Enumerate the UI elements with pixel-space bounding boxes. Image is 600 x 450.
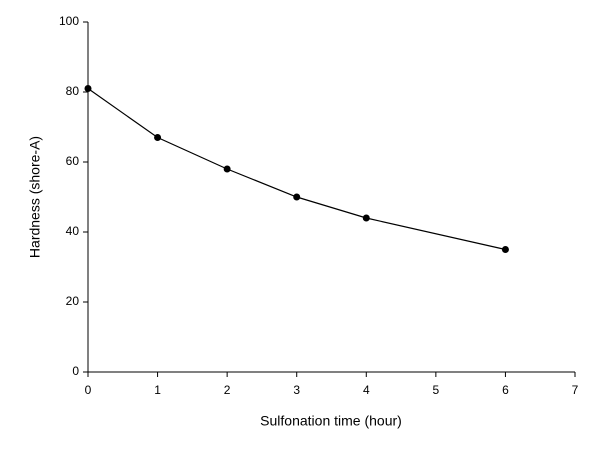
y-tick-label: 20 — [66, 294, 80, 308]
y-tick-label: 0 — [72, 364, 79, 378]
x-tick-label: 0 — [85, 383, 92, 397]
y-tick-label: 40 — [66, 224, 80, 238]
data-point — [154, 134, 162, 141]
x-tick-label: 2 — [224, 383, 231, 397]
series-line — [87, 88, 506, 251]
y-tick-label: 60 — [66, 154, 80, 168]
x-axis-title: Sulfonation time (hour) — [260, 413, 402, 429]
data-point — [501, 246, 509, 253]
x-tick-label: 4 — [363, 383, 370, 397]
x-tick-label: 1 — [154, 383, 161, 397]
data-point — [293, 193, 301, 201]
data-point — [223, 165, 231, 173]
y-tick-label: 100 — [59, 14, 79, 28]
x-tick-label: 3 — [293, 383, 300, 397]
y-axis-title: Hardness (shore-A) — [27, 136, 43, 258]
x-tick-label: 5 — [433, 383, 440, 397]
data-point — [84, 85, 92, 92]
data-point — [362, 214, 370, 222]
x-tick-label: 7 — [572, 383, 579, 397]
y-tick-label: 80 — [66, 84, 80, 98]
x-tick-label: 6 — [502, 383, 509, 397]
